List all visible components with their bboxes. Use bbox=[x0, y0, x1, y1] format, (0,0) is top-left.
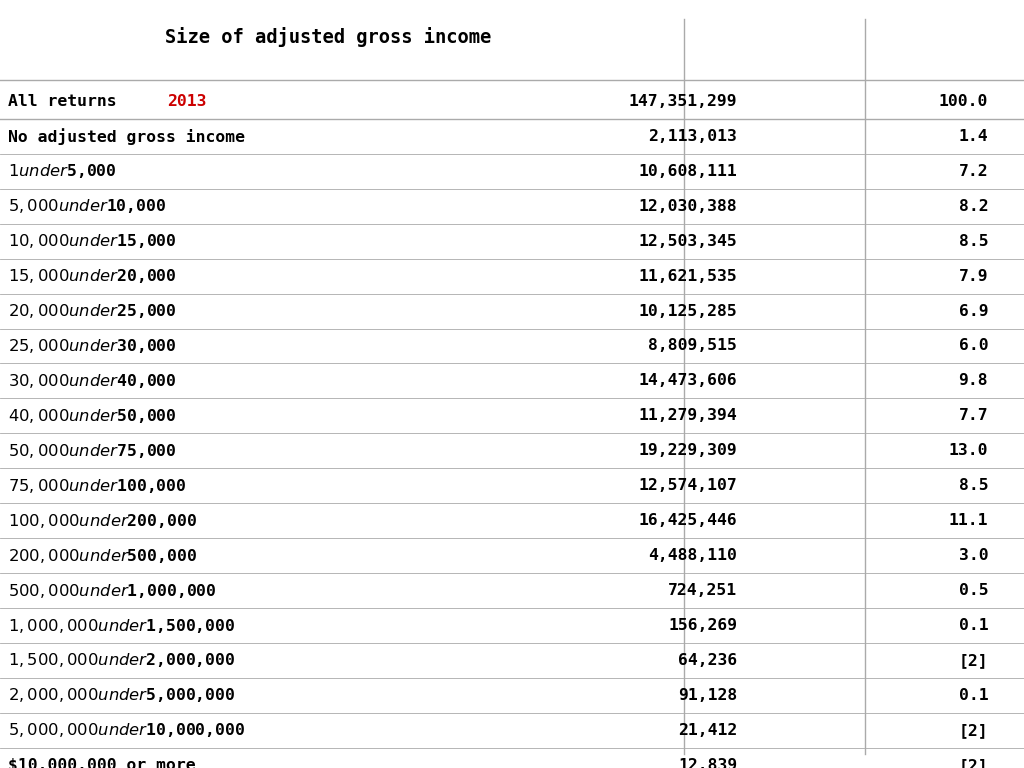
Text: $100,000 under $200,000: $100,000 under $200,000 bbox=[8, 511, 197, 530]
Text: 147,351,299: 147,351,299 bbox=[629, 94, 737, 109]
Text: 156,269: 156,269 bbox=[668, 618, 737, 633]
Text: 3.0: 3.0 bbox=[958, 548, 988, 563]
Text: 2013: 2013 bbox=[167, 94, 207, 109]
Text: 0.5: 0.5 bbox=[958, 583, 988, 598]
Text: 8.5: 8.5 bbox=[958, 478, 988, 493]
Text: 10,125,285: 10,125,285 bbox=[639, 303, 737, 319]
Text: $15,000 under $20,000: $15,000 under $20,000 bbox=[8, 267, 177, 285]
Text: 16,425,446: 16,425,446 bbox=[639, 513, 737, 528]
Text: 14,473,606: 14,473,606 bbox=[639, 373, 737, 389]
Text: 100.0: 100.0 bbox=[939, 94, 988, 109]
Text: 8.5: 8.5 bbox=[958, 233, 988, 249]
Text: $5,000,000 under $10,000,000: $5,000,000 under $10,000,000 bbox=[8, 721, 246, 740]
Text: 19,229,309: 19,229,309 bbox=[639, 443, 737, 458]
Text: 12,839: 12,839 bbox=[678, 758, 737, 768]
Text: 12,030,388: 12,030,388 bbox=[639, 199, 737, 214]
Text: 21,412: 21,412 bbox=[678, 723, 737, 738]
Text: 7.2: 7.2 bbox=[958, 164, 988, 179]
Text: 9.8: 9.8 bbox=[958, 373, 988, 389]
Text: $200,000 under $500,000: $200,000 under $500,000 bbox=[8, 547, 197, 564]
Text: 12,503,345: 12,503,345 bbox=[639, 233, 737, 249]
Text: $40,000 under $50,000: $40,000 under $50,000 bbox=[8, 407, 177, 425]
Text: 13.0: 13.0 bbox=[948, 443, 988, 458]
Text: $20,000 under $25,000: $20,000 under $25,000 bbox=[8, 302, 177, 320]
Text: 64,236: 64,236 bbox=[678, 653, 737, 668]
Text: $5,000 under $10,000: $5,000 under $10,000 bbox=[8, 197, 166, 215]
Text: [2]: [2] bbox=[958, 653, 988, 668]
Text: 2,113,013: 2,113,013 bbox=[648, 129, 737, 144]
Text: [2]: [2] bbox=[958, 723, 988, 738]
Text: $25,000 under $30,000: $25,000 under $30,000 bbox=[8, 337, 177, 355]
Text: $10,000,000 or more: $10,000,000 or more bbox=[8, 758, 196, 768]
Text: $30,000 under $40,000: $30,000 under $40,000 bbox=[8, 372, 177, 390]
Text: 8.2: 8.2 bbox=[958, 199, 988, 214]
Text: 724,251: 724,251 bbox=[668, 583, 737, 598]
Text: 11,279,394: 11,279,394 bbox=[639, 409, 737, 423]
Text: $1,500,000 under $2,000,000: $1,500,000 under $2,000,000 bbox=[8, 651, 236, 670]
Text: 11,621,535: 11,621,535 bbox=[639, 269, 737, 283]
Text: [2]: [2] bbox=[958, 758, 988, 768]
Text: 91,128: 91,128 bbox=[678, 688, 737, 703]
Text: 6.0: 6.0 bbox=[958, 339, 988, 353]
Text: Size of adjusted gross income: Size of adjusted gross income bbox=[165, 27, 490, 47]
Text: 7.9: 7.9 bbox=[958, 269, 988, 283]
Text: 8,809,515: 8,809,515 bbox=[648, 339, 737, 353]
Text: 6.9: 6.9 bbox=[958, 303, 988, 319]
Text: $1 under $5,000: $1 under $5,000 bbox=[8, 162, 117, 180]
Text: $75,000 under $100,000: $75,000 under $100,000 bbox=[8, 477, 186, 495]
Text: $50,000 under $75,000: $50,000 under $75,000 bbox=[8, 442, 177, 460]
Text: 0.1: 0.1 bbox=[958, 618, 988, 633]
Text: $500,000 under $1,000,000: $500,000 under $1,000,000 bbox=[8, 581, 217, 600]
Text: $2,000,000 under $5,000,000: $2,000,000 under $5,000,000 bbox=[8, 687, 236, 704]
Text: 11.1: 11.1 bbox=[948, 513, 988, 528]
Text: 4,488,110: 4,488,110 bbox=[648, 548, 737, 563]
Text: 10,608,111: 10,608,111 bbox=[639, 164, 737, 179]
Text: $10,000 under $15,000: $10,000 under $15,000 bbox=[8, 232, 177, 250]
Text: $1,000,000 under $1,500,000: $1,000,000 under $1,500,000 bbox=[8, 617, 236, 634]
Text: 1.4: 1.4 bbox=[958, 129, 988, 144]
Text: No adjusted gross income: No adjusted gross income bbox=[8, 128, 245, 144]
Text: All returns: All returns bbox=[8, 94, 117, 109]
Text: 7.7: 7.7 bbox=[958, 409, 988, 423]
Text: 0.1: 0.1 bbox=[958, 688, 988, 703]
Text: 12,574,107: 12,574,107 bbox=[639, 478, 737, 493]
